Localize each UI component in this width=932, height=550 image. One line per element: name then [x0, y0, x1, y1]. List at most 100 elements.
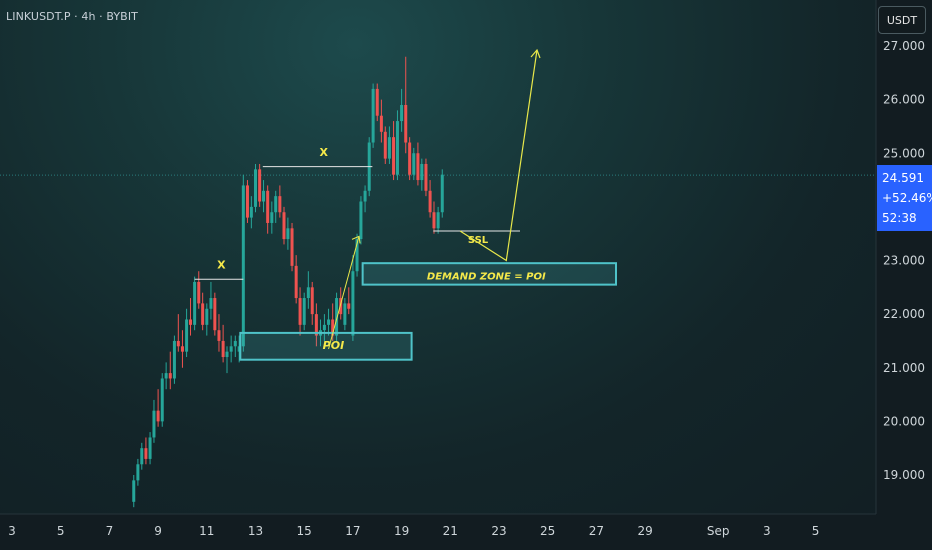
demand-zone[interactable]: [361, 262, 618, 286]
candle[interactable]: [180, 330, 184, 368]
candle[interactable]: [302, 292, 306, 331]
candle-body: [258, 169, 262, 202]
candle[interactable]: [375, 83, 379, 122]
time-tick-label: 13: [248, 524, 263, 538]
candle[interactable]: [245, 180, 249, 223]
candle[interactable]: [185, 308, 189, 358]
candle[interactable]: [400, 88, 404, 132]
candle[interactable]: [217, 314, 221, 352]
candle-body: [148, 437, 152, 459]
candle[interactable]: [164, 362, 168, 390]
candle-body: [201, 303, 205, 325]
candle-body: [213, 298, 217, 331]
candle[interactable]: [258, 163, 262, 207]
ssl-label: SSL: [468, 235, 489, 246]
poi-zone[interactable]: [239, 331, 413, 361]
candle[interactable]: [168, 351, 172, 390]
candle-body: [144, 448, 148, 459]
symbol-label: LINKUSDT.P · 4h · BYBIT: [6, 10, 138, 23]
candle[interactable]: [290, 222, 294, 272]
candle[interactable]: [193, 276, 197, 331]
candle[interactable]: [144, 437, 148, 465]
candle[interactable]: [322, 314, 326, 341]
time-axis-background: [0, 514, 932, 550]
candle[interactable]: [241, 174, 245, 352]
candle[interactable]: [213, 292, 217, 336]
candle[interactable]: [440, 169, 444, 218]
candle[interactable]: [172, 335, 176, 384]
candle-body: [306, 287, 310, 299]
candle[interactable]: [392, 121, 396, 181]
candle[interactable]: [160, 373, 164, 427]
candle[interactable]: [209, 281, 213, 320]
candle[interactable]: [416, 142, 420, 186]
candle[interactable]: [347, 287, 351, 315]
candle[interactable]: [270, 201, 274, 234]
candle[interactable]: [355, 233, 359, 277]
candle[interactable]: [249, 196, 253, 229]
candle-body: [188, 319, 192, 325]
candle[interactable]: [282, 206, 286, 245]
candle[interactable]: [148, 432, 152, 465]
candle[interactable]: [306, 271, 310, 309]
candle[interactable]: [176, 314, 180, 352]
candle[interactable]: [371, 83, 375, 148]
projection-arrow-head: [530, 48, 541, 59]
time-tick-label: 27: [589, 524, 604, 538]
candle[interactable]: [310, 281, 314, 325]
candle[interactable]: [237, 335, 241, 363]
candle[interactable]: [233, 335, 237, 358]
candle[interactable]: [201, 292, 205, 331]
candle[interactable]: [221, 324, 225, 363]
candle-body: [168, 373, 172, 379]
candle[interactable]: [140, 442, 144, 470]
candle[interactable]: [424, 158, 428, 197]
candle[interactable]: [274, 190, 278, 223]
currency-button[interactable]: USDT: [878, 6, 926, 34]
candle[interactable]: [359, 196, 363, 245]
candle[interactable]: [294, 255, 298, 304]
candle[interactable]: [229, 335, 233, 363]
breakout-arrow[interactable]: [328, 236, 360, 350]
time-tick-label: 23: [491, 524, 506, 538]
candle[interactable]: [395, 110, 399, 181]
candle[interactable]: [266, 185, 270, 234]
candle[interactable]: [408, 137, 412, 181]
candle-body: [193, 281, 197, 325]
candle[interactable]: [420, 158, 424, 191]
candle[interactable]: [278, 185, 282, 218]
candle[interactable]: [428, 180, 432, 218]
candle[interactable]: [205, 303, 209, 336]
time-axis[interactable]: 3 5 7 9 11 13 15 17 19 21 23 25 27 29 Sep 3 5: [0, 513, 932, 550]
candle-body: [302, 298, 306, 325]
candle[interactable]: [412, 147, 416, 181]
candle[interactable]: [404, 56, 408, 154]
current-price: 24.591: [882, 171, 924, 185]
candle[interactable]: [327, 308, 331, 336]
candle[interactable]: [379, 99, 383, 143]
candle[interactable]: [432, 201, 436, 234]
candle[interactable]: [363, 185, 367, 213]
candle[interactable]: [225, 346, 229, 374]
candle[interactable]: [136, 458, 140, 486]
candle[interactable]: [197, 271, 201, 309]
projection-arrow[interactable]: [459, 49, 538, 262]
candle[interactable]: [387, 126, 391, 164]
candle[interactable]: [298, 287, 302, 336]
candle[interactable]: [156, 389, 160, 427]
candle[interactable]: [152, 399, 156, 443]
candle[interactable]: [351, 255, 355, 341]
candle-body: [424, 163, 428, 191]
price-axis[interactable]: 19.000 20.000 21.000 22.000 23.000 25.000 26.0…: [875, 0, 932, 550]
candle[interactable]: [262, 180, 266, 213]
candle[interactable]: [132, 475, 136, 508]
candle[interactable]: [286, 217, 290, 250]
candle[interactable]: [188, 298, 192, 336]
candle[interactable]: [314, 303, 318, 347]
candle[interactable]: [254, 163, 257, 213]
candle[interactable]: [343, 298, 347, 331]
candle[interactable]: [436, 206, 440, 234]
candle[interactable]: [383, 126, 387, 164]
